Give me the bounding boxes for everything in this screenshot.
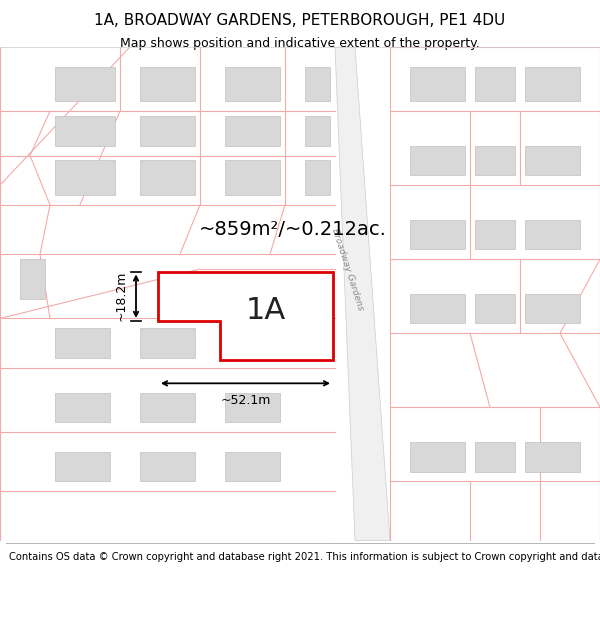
Bar bbox=[525, 294, 580, 323]
Polygon shape bbox=[335, 47, 390, 541]
Bar bbox=[410, 294, 465, 323]
Text: ~18.2m: ~18.2m bbox=[115, 271, 128, 321]
Bar bbox=[225, 116, 280, 146]
Bar bbox=[55, 452, 110, 481]
Bar bbox=[475, 67, 515, 101]
Text: Map shows position and indicative extent of the property.: Map shows position and indicative extent… bbox=[120, 36, 480, 49]
Bar bbox=[225, 161, 280, 195]
Text: Broadway Gardens: Broadway Gardens bbox=[331, 227, 365, 311]
Bar bbox=[225, 392, 280, 422]
Bar bbox=[525, 146, 580, 175]
Text: 1A: 1A bbox=[245, 296, 286, 325]
Bar bbox=[225, 452, 280, 481]
Bar bbox=[140, 161, 195, 195]
Bar bbox=[140, 67, 195, 101]
Bar bbox=[140, 116, 195, 146]
Text: ~52.1m: ~52.1m bbox=[220, 394, 271, 407]
Bar bbox=[140, 392, 195, 422]
Bar bbox=[55, 392, 110, 422]
Bar bbox=[525, 442, 580, 471]
Bar bbox=[410, 442, 465, 471]
Bar bbox=[410, 67, 465, 101]
Bar bbox=[475, 219, 515, 249]
Bar bbox=[55, 328, 110, 358]
Text: Contains OS data © Crown copyright and database right 2021. This information is : Contains OS data © Crown copyright and d… bbox=[9, 552, 600, 562]
Bar bbox=[140, 328, 195, 358]
Text: ~859m²/~0.212ac.: ~859m²/~0.212ac. bbox=[199, 221, 387, 239]
Polygon shape bbox=[158, 271, 333, 361]
Bar bbox=[525, 219, 580, 249]
Bar bbox=[55, 116, 115, 146]
Bar bbox=[55, 161, 115, 195]
Bar bbox=[475, 294, 515, 323]
Bar bbox=[410, 146, 465, 175]
Bar bbox=[225, 328, 280, 358]
Bar bbox=[305, 161, 330, 195]
Bar bbox=[475, 442, 515, 471]
Bar bbox=[410, 219, 465, 249]
Bar bbox=[475, 146, 515, 175]
Bar bbox=[225, 67, 280, 101]
Bar bbox=[305, 67, 330, 101]
Bar bbox=[525, 67, 580, 101]
Bar bbox=[140, 452, 195, 481]
Bar bbox=[20, 259, 45, 299]
Bar bbox=[55, 67, 115, 101]
Bar bbox=[305, 116, 330, 146]
Text: 1A, BROADWAY GARDENS, PETERBOROUGH, PE1 4DU: 1A, BROADWAY GARDENS, PETERBOROUGH, PE1 … bbox=[94, 13, 506, 28]
